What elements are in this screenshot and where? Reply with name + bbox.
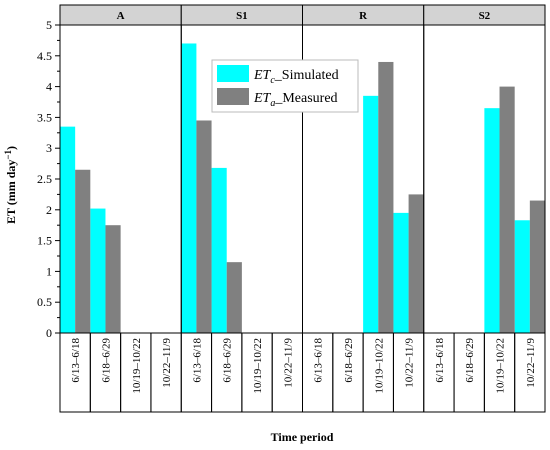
legend-swatch [217, 88, 249, 105]
y-tick-label: 3 [46, 141, 52, 155]
category-label: 10/19–10/22 [252, 338, 264, 394]
legend-label: ETa_Measured [253, 91, 338, 109]
bar-S2-simulated-3 [484, 108, 500, 333]
category-label: 6/18–6/29 [100, 338, 112, 383]
bar-R-measured-3 [378, 61, 394, 334]
x-axis-title: Time period [271, 430, 334, 444]
category-label: 10/19–10/22 [495, 338, 507, 394]
bar-A-measured-2 [105, 225, 121, 333]
y-tick-label: 5 [46, 18, 52, 32]
category-label: 10/22–11/9 [282, 338, 294, 388]
category-label: 6/13–6/18 [191, 338, 203, 383]
bar-R-simulated-4 [393, 212, 409, 333]
legend-swatch [217, 65, 249, 82]
bar-S2-measured-3 [499, 86, 515, 333]
category-label-boxes: 6/13–6/18 6/18–6/29 10/19–10/22 10/22–11/9 6… [59, 332, 546, 413]
y-tick-label: 4.5 [37, 49, 52, 63]
panel-strip-label-R: R [359, 10, 368, 22]
category-label: 10/22–11/9 [525, 338, 537, 388]
bar-R-measured-4 [408, 194, 424, 333]
panel-strip-label-A: A [117, 10, 125, 22]
bar-S1-measured-2 [226, 262, 242, 333]
panel-strips: A S1 R S2 [59, 4, 546, 26]
y-tick-label: 4 [46, 80, 52, 94]
category-label: 6/13–6/18 [434, 338, 446, 383]
y-tick-label: 2 [46, 203, 52, 217]
bar-A-simulated-1 [60, 126, 76, 333]
category-label: 6/18–6/29 [343, 338, 355, 383]
bar-A-simulated-2 [90, 208, 106, 333]
panel-strip-label-S1: S1 [236, 10, 248, 22]
y-tick-label: 0.5 [37, 295, 52, 309]
bar-R-simulated-3 [363, 95, 379, 333]
category-label: 10/19–10/22 [373, 338, 385, 394]
y-tick-label: 0 [46, 326, 52, 340]
bar-S2-measured-4 [529, 200, 545, 333]
y-tick-label: 2.5 [37, 172, 52, 186]
bar-S1-simulated-2 [211, 167, 227, 333]
category-label: 6/18–6/29 [464, 338, 476, 383]
panel-strip-label-S2: S2 [479, 10, 491, 22]
y-tick-label: 1 [46, 264, 52, 278]
bars-layer [60, 43, 545, 334]
category-label: 10/19–10/22 [131, 338, 143, 394]
category-label: 6/18–6/29 [222, 338, 234, 383]
bar-S2-simulated-4 [514, 220, 530, 333]
bar-S1-simulated-1 [181, 43, 197, 333]
category-label: 6/13–6/18 [70, 338, 82, 383]
y-axis-title: ET (mm day−1) [3, 146, 18, 224]
y-tick-label: 3.5 [37, 110, 52, 124]
category-box [514, 332, 546, 413]
bar-A-measured-1 [75, 169, 91, 333]
category-label: 10/22–11/9 [404, 338, 416, 388]
legend: ETc_Simulated ETa_Measured [211, 59, 359, 113]
bar-S1-measured-1 [196, 120, 212, 333]
legend-label: ETc_Simulated [253, 68, 339, 86]
category-label: 10/22–11/9 [161, 338, 173, 388]
y-axis: 0 0.5 1 1.5 2 2.5 3 3.5 4 4.5 5 [37, 18, 60, 340]
category-label: 6/13–6/18 [313, 338, 325, 383]
y-tick-label: 1.5 [37, 234, 52, 248]
